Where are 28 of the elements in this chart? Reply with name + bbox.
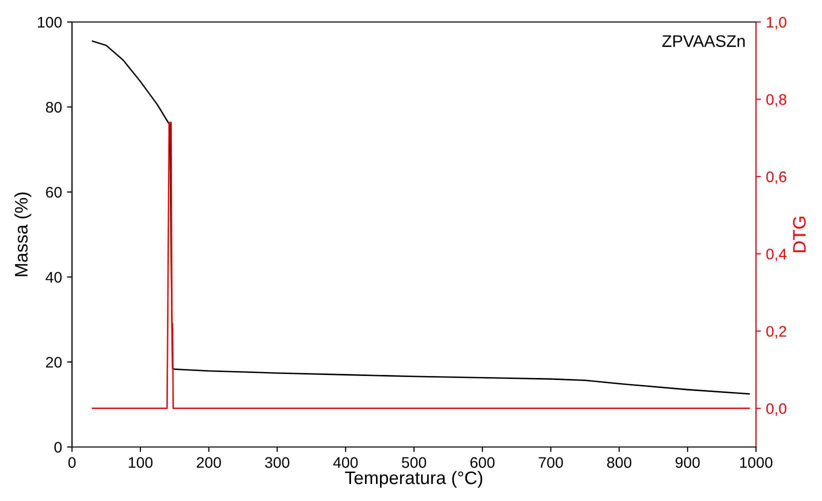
y2-tick-label: 0,8	[766, 94, 786, 107]
x-tick-label: 500	[402, 457, 426, 468]
x-tick-label: 100	[128, 457, 153, 468]
y2-axis-title: DTG	[792, 216, 806, 252]
y2-tick-label: 0,6	[766, 171, 786, 184]
x-tick-label: 300	[265, 457, 290, 468]
line-series	[92, 122, 750, 410]
x-tick-label: 200	[196, 457, 221, 468]
x-tick-label: 600	[470, 457, 495, 468]
y-tick-label: 40	[46, 272, 62, 283]
y-tick-label: 20	[46, 356, 62, 368]
y2-tick-label: 0,4	[766, 248, 787, 262]
y2-tick-label: 1,0	[766, 16, 786, 30]
x-axis-title: Temperatura (°C)	[345, 470, 482, 488]
y-tick-label: 0	[54, 442, 62, 453]
y-tick-label: 60	[46, 186, 62, 198]
x-tick-label: 400	[333, 457, 358, 468]
y2-tick-label: 0,0	[766, 403, 786, 416]
y-tick-label: 80	[46, 102, 62, 113]
x-tick-label: 1000	[740, 457, 772, 468]
y2-tick-label: 0,2	[766, 326, 786, 339]
y-tick-label: 100	[38, 16, 62, 28]
x-tick-label: 800	[607, 457, 632, 468]
y-axis-title: Massa (%)	[14, 192, 32, 276]
annotation: ZPVAASZn	[662, 35, 745, 47]
x-tick-label: 0	[68, 457, 76, 468]
x-tick-label: 700	[538, 457, 563, 468]
x-tick-label: 900	[676, 457, 700, 468]
